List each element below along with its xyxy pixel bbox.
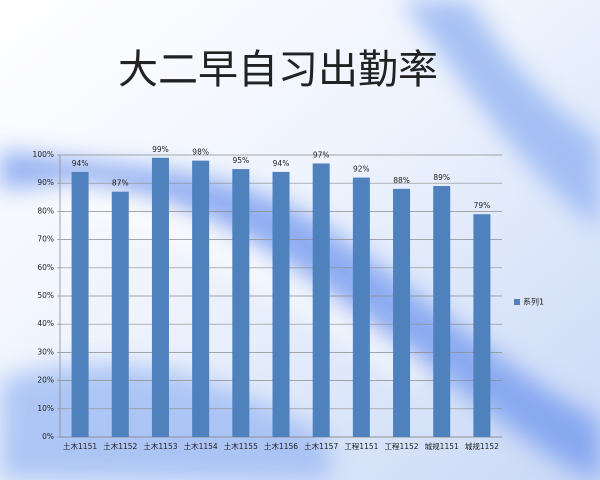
x-tick-label: 城规1152 <box>465 441 499 451</box>
y-tick-label: 60% <box>37 263 54 272</box>
x-tick-label: 土木1152 <box>103 441 137 451</box>
y-tick-label: 0% <box>42 432 54 441</box>
value-label: 94% <box>273 159 290 168</box>
bar <box>232 169 250 437</box>
y-tick-label: 40% <box>37 319 54 328</box>
bar <box>312 163 330 437</box>
value-label: 99% <box>152 145 169 154</box>
bar <box>151 157 169 437</box>
x-tick-label: 城规1151 <box>425 441 459 451</box>
y-tick-label: 10% <box>37 404 54 413</box>
x-tick-label: 工程1151 <box>344 442 378 451</box>
bar <box>192 160 210 437</box>
bar <box>71 171 89 438</box>
bar <box>272 171 290 438</box>
y-tick-label: 80% <box>37 206 54 215</box>
x-tick-label: 土木1151 <box>63 441 97 451</box>
x-tick-label: 土木1153 <box>143 441 177 451</box>
value-label: 87% <box>112 179 129 188</box>
value-label: 89% <box>433 173 450 182</box>
x-tick-label: 土木1157 <box>304 441 338 451</box>
legend-swatch <box>514 299 520 305</box>
y-tick-label: 50% <box>37 291 54 300</box>
bar <box>393 188 411 437</box>
bar <box>352 177 370 437</box>
y-tick-label: 90% <box>37 178 54 187</box>
value-label: 95% <box>232 156 249 165</box>
value-label: 92% <box>353 165 370 174</box>
y-tick-label: 30% <box>37 347 54 356</box>
value-label: 88% <box>393 176 410 185</box>
y-tick-label: 20% <box>37 376 54 385</box>
value-label: 97% <box>313 150 330 159</box>
y-tick-label: 100% <box>33 150 54 159</box>
bar <box>433 186 451 437</box>
x-tick-label: 土木1155 <box>224 441 258 451</box>
value-label: 79% <box>474 201 491 210</box>
x-tick-label: 工程1152 <box>384 442 418 451</box>
bar <box>473 214 491 437</box>
value-label: 94% <box>72 159 89 168</box>
y-tick-label: 70% <box>37 235 54 244</box>
x-tick-label: 土木1154 <box>184 441 218 451</box>
value-label: 98% <box>192 148 209 157</box>
legend-label: 系列1 <box>523 297 544 307</box>
x-tick-label: 土木1156 <box>264 441 298 451</box>
chart-title: 大二早自习出勤率 <box>118 47 438 93</box>
bar <box>111 191 129 437</box>
